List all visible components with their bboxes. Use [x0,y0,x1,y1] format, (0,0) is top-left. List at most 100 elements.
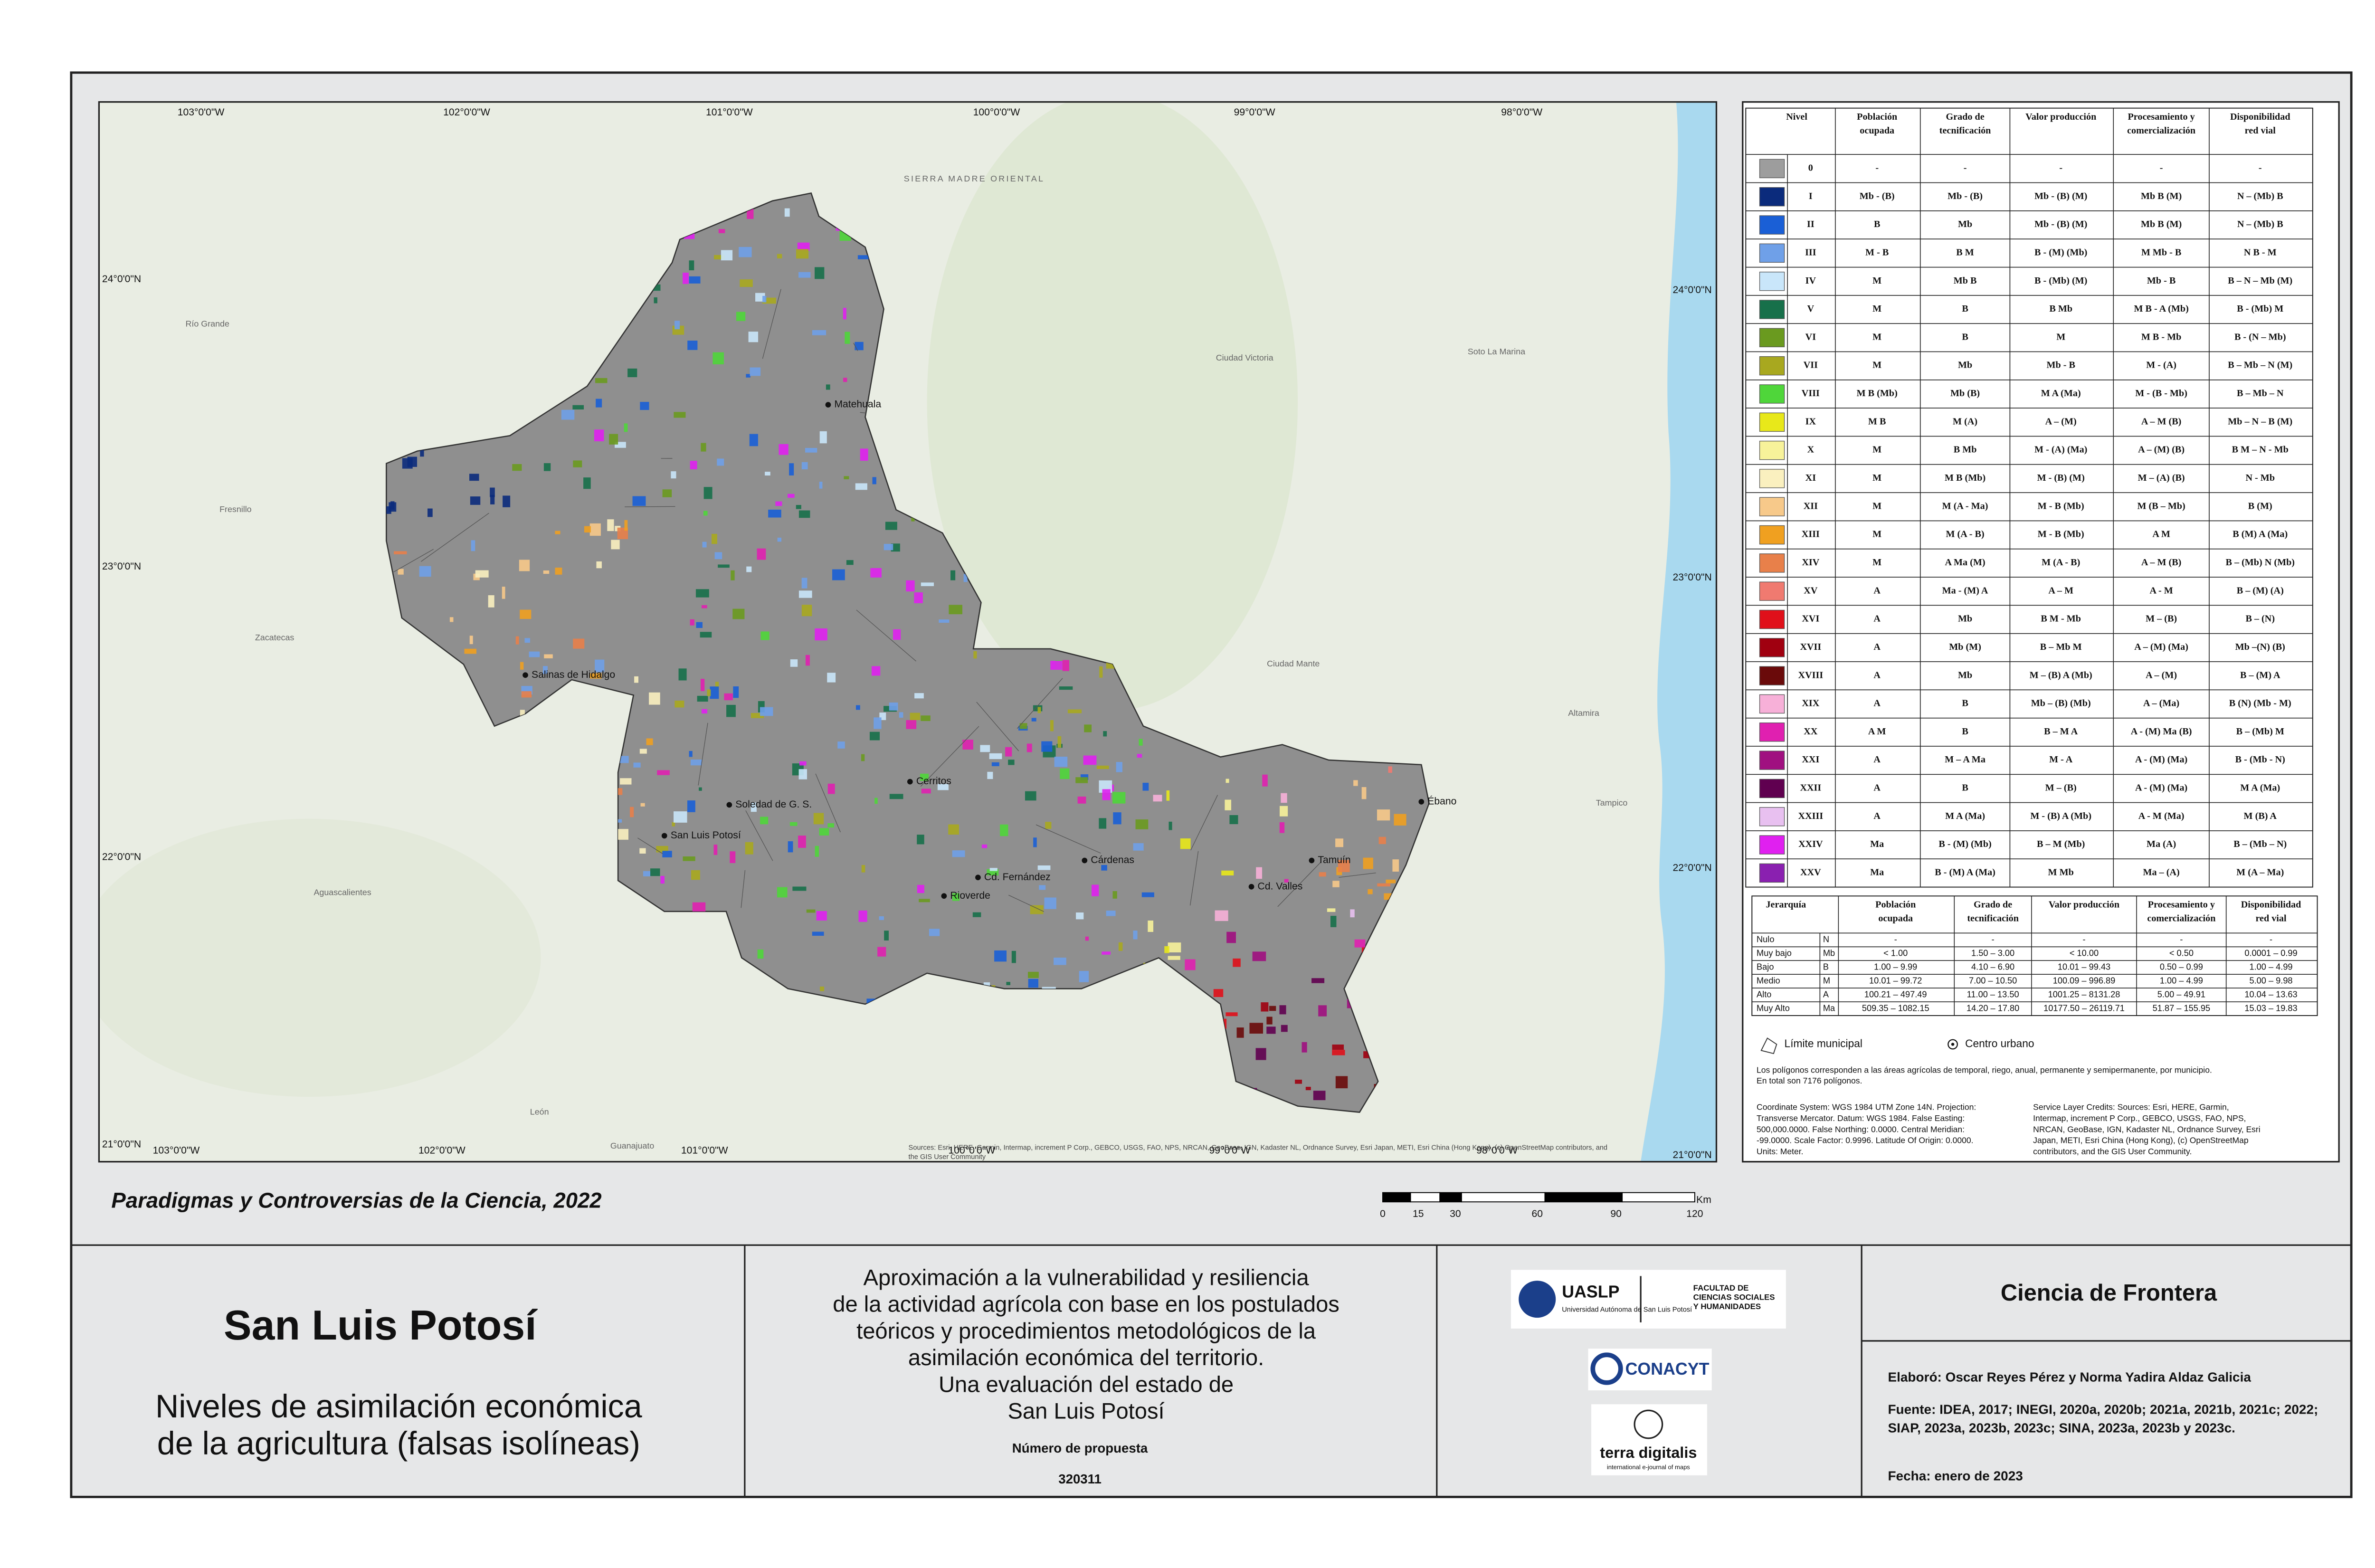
municipal-boundary [853,342,858,351]
agricultural-polygon [1377,883,1391,887]
hierarchy-cell: 4.10 – 6.90 [1971,962,2014,972]
legend-swatch [1759,384,1785,404]
latitude-label: 24°0'0"N [1672,285,1711,295]
agricultural-polygon [488,595,494,608]
basemap-source: Sources: Esri, HERE, Garmin, Intermap, i… [909,1144,1607,1151]
map-title: San Luis Potosí [224,1302,538,1349]
agricultural-polygon [690,461,697,469]
agricultural-polygon [1261,1002,1269,1012]
uaslp-logo-box [1510,1270,1786,1329]
agricultural-polygon [1075,777,1088,783]
legend-cell: B - (M) (Mb) [2034,247,2087,257]
legend-cell: M (A – Ma) [2236,867,2284,878]
agricultural-polygon [1215,910,1228,921]
legend-cell: Mb - B [2046,360,2075,371]
agricultural-polygon [718,564,730,568]
municipal-boundary [1190,795,1218,851]
legend-cell: A [1873,614,1881,624]
gulf-of-mexico [1641,102,1717,1162]
agricultural-polygon [857,255,871,259]
agricultural-polygon [701,605,707,608]
legend-cell: - [1964,163,1967,173]
agricultural-polygon [1050,661,1063,670]
agricultural-polygon [914,693,924,699]
agricultural-polygon [632,496,646,506]
logo-text: Universidad Autónoma de San Luis Potosí [1562,1306,1692,1314]
agricultural-polygon [1083,755,1097,765]
agricultural-polygon [1279,1005,1286,1015]
municipal-limit-symbol [1760,1037,1777,1055]
hierarchy-cell: 5.00 – 49.91 [2157,989,2205,999]
legend-cell: Mb B [1954,276,1977,286]
legend-cell: B [1962,332,1968,342]
agricultural-polygon [1168,956,1180,960]
legend-header: Procesamiento y [2128,112,2194,122]
municipal-boundary [815,773,841,833]
agricultural-polygon [801,605,812,617]
hierarchy-header: Grado de [1974,899,2012,910]
legend-level: XXIV [1798,839,1823,849]
hierarchy-header: ocupada [1878,913,1913,924]
hierarchy-cell: N [1823,935,1829,944]
agricultural-polygon [750,802,757,812]
coordinate-system: Units: Meter. [1757,1147,1804,1156]
coordinate-system: Transverse Mercator. Datum: WGS 1984. Fa… [1757,1113,1965,1123]
agricultural-polygon [972,912,981,917]
agricultural-polygon [700,679,705,691]
legend-cell: Mb B (M) [2141,219,2182,229]
agricultural-polygon [690,619,694,626]
agricultural-polygon [1135,819,1149,829]
agricultural-polygon [572,405,584,410]
longitude-label: 103°0'0"W [153,1145,200,1156]
agricultural-polygon [1112,891,1117,899]
hierarchy-cell: - [2180,935,2183,944]
agricultural-polygon [812,931,824,936]
agricultural-polygon [973,651,977,659]
agricultural-polygon [692,902,706,912]
logo-text: CIENCIAS SOCIALES [1693,1292,1775,1302]
legend-cell: B M – N - Mb [2232,445,2289,455]
legend-swatch [1759,328,1785,347]
municipal-boundary [1339,872,1376,878]
hierarchy-cell: - [1894,935,1897,944]
legend-cell: A M [2152,529,2170,540]
agricultural-polygon [920,773,929,781]
agricultural-polygon [819,828,829,836]
agricultural-polygon [812,330,826,335]
hierarchy-cell: 14.20 – 17.80 [1966,1003,2019,1013]
agricultural-polygon [689,751,693,757]
legend-cell: M – (B) [2045,783,2077,793]
agricultural-polygon [1137,754,1142,758]
note: Los polígonos corresponden a las áreas a… [1757,1065,2212,1074]
agricultural-polygon [877,947,886,957]
agricultural-polygon [732,608,745,619]
legend-level: XXV [1800,867,1821,878]
longitude-label: 100°0'0"W [973,107,1020,118]
agricultural-polygon [1059,686,1073,690]
agricultural-polygon [814,267,825,279]
municipal-boundary [745,810,773,861]
legend-swatch [1759,243,1785,263]
agricultural-polygon [1011,950,1016,963]
agricultural-polygon [702,542,707,548]
longitude-label: 100°0'0"W [949,1145,996,1156]
agricultural-polygon [1026,743,1032,752]
project-description: Aproximación a la vulnerabilidad y resil… [864,1264,1310,1290]
note: En total son 7176 polígonos. [1757,1076,1862,1085]
agricultural-polygon [710,686,719,699]
agricultural-polygon [987,771,993,779]
legend-swatch [1759,271,1785,291]
legend-swatch [1759,722,1785,742]
legend-swatch [1759,751,1785,770]
longitude-label: 99°0'0"W [1209,1145,1251,1156]
credit: Fuente: IDEA, 2017; INEGI, 2020a, 2020b;… [1888,1402,2318,1417]
legend-level: XI [1805,473,1816,483]
agricultural-polygon [702,709,708,714]
legend-level: V [1807,304,1814,314]
municipal-boundary [1008,894,1045,912]
hierarchy-cell: Ma [1823,1003,1835,1013]
legend-cell: Ma [1870,867,1884,878]
logo-text: international e-journal of maps [1607,1463,1690,1471]
legend-cell: M (A - B) [2042,557,2080,568]
legend-cell: M – (A) (B) [2138,473,2185,483]
